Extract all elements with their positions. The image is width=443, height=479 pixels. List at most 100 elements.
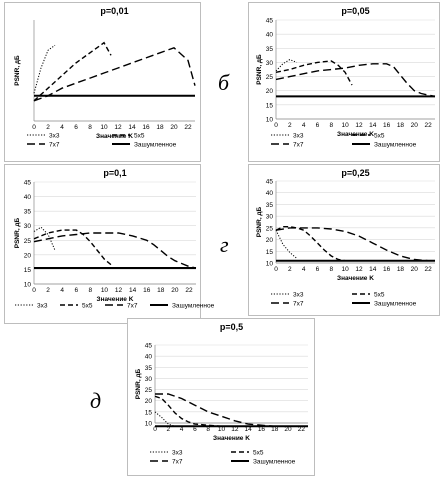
x-tick-label: 20 [411,266,419,273]
y-tick-label: 15 [266,102,274,109]
chart-title: p=0,01 [100,6,128,16]
x-tick-label: 22 [184,124,192,131]
legend-label-1: 3x3 [293,292,304,299]
chart-svg: p=0,25 10 15 20 25 30 35 40 45 0 2 4 6 8 10 12 14 16 18 20 2… [256,168,435,308]
y-tick-label: 40 [266,190,274,197]
x-tick-label: 20 [170,124,178,131]
x-tick-label: 4 [180,426,184,433]
y-tick-label: 20 [24,252,32,259]
legend-label-3: 7x7 [127,303,138,310]
x-axis-label: Значение K [213,435,250,442]
x-tick-label: 18 [397,122,405,129]
y-tick-label: 40 [266,32,274,39]
y-tick-label: 30 [266,214,274,221]
x-tick-label: 10 [342,266,350,273]
x-tick-label: 4 [60,124,64,131]
series-line-2 [33,41,112,102]
series-line-3 [33,232,197,269]
series-line-3 [275,63,436,98]
series-line-2 [33,229,112,266]
x-tick-label: 22 [298,426,306,433]
series-line-2 [275,226,352,262]
x-tick-label: 12 [355,122,363,129]
x-tick-label: 16 [143,287,151,294]
x-tick-label: 22 [424,266,432,273]
y-axis-label: PSNR, дБ [135,368,142,399]
legend-label-3: 7x7 [172,459,183,466]
x-tick-label: 18 [397,266,405,273]
y-tick-label: 35 [266,46,274,53]
legend-label-1: 3x3 [49,133,60,140]
legend-label-4: Зашумленное [253,459,296,466]
y-tick-label: 25 [145,387,153,394]
y-tick-label: 25 [266,74,274,81]
x-tick-label: 14 [128,124,136,131]
legend-label-3: 7x7 [293,142,304,149]
series-line-3 [155,393,308,428]
chart-svg: p=0,5 10 15 20 25 30 35 40 45 0 2 4 6 8 10 12 14 16 18 20 22… [135,322,308,466]
chart-svg: p=0,01 0 2 4 6 8 10 12 14 16 18 20 22 Значение K PSNR,… [14,6,196,149]
x-tick-label: 12 [355,266,363,273]
legend-label-1: 3x3 [293,133,304,140]
y-tick-label: 30 [145,376,153,383]
y-tick-label: 40 [24,194,32,201]
x-tick-label: 8 [329,266,333,273]
legend-label-4: Зашумленное [374,301,417,308]
x-tick-label: 8 [206,426,210,433]
x-axis-label: Значение K [96,133,133,140]
y-tick-label: 10 [266,261,274,268]
y-tick-label: 15 [266,249,274,256]
y-tick-label: 40 [145,354,153,361]
panel-letter-g: г [220,232,229,257]
x-tick-label: 14 [369,122,377,129]
chart-title: p=0,25 [341,168,369,178]
x-tick-label: 4 [60,287,64,294]
series-line-3 [33,47,196,102]
y-tick-label: 30 [24,223,32,230]
y-tick-label: 20 [145,398,153,405]
panel-letter-d: д [90,388,102,413]
x-tick-label: 14 [129,287,137,294]
legend-label-3: 7x7 [49,142,60,149]
x-tick-label: 20 [171,287,179,294]
x-tick-label: 6 [74,287,78,294]
chart-panel-p025: p=0,25 10 15 20 25 30 35 40 45 0 2 4 6 8 10 12 14 16 18 20 2… [248,164,440,316]
x-tick-label: 2 [46,287,50,294]
x-tick-label: 16 [383,122,391,129]
x-tick-label: 2 [288,266,292,273]
series-line-3 [275,227,435,262]
y-tick-label: 15 [24,267,32,274]
y-tick-label: 25 [266,225,274,232]
series-line-1 [154,411,176,427]
x-tick-label: 12 [115,287,123,294]
legend-label-4: Зашумленное [134,142,177,149]
legend-label-4: Зашумленное [172,303,215,310]
series-line-1 [275,59,297,72]
x-tick-label: 14 [369,266,377,273]
legend-label-2: 5x5 [253,450,264,457]
legend-label-2: 5x5 [82,303,93,310]
series-line-2 [154,395,235,428]
chart-title: p=0,05 [341,6,369,16]
chart-title: p=0,5 [220,322,243,332]
legend-label-4: Зашумленное [374,142,417,149]
y-axis-label: PSNR, дБ [256,54,263,85]
x-tick-label: 2 [166,426,170,433]
x-tick-label: 0 [32,124,36,131]
legend-label-2: 5x5 [374,133,385,140]
x-axis-label: Значение K [337,275,374,282]
y-axis-label: PSNR, дБ [256,206,263,237]
legend-label-1: 3x3 [37,303,48,310]
chart-title: p=0,1 [103,168,126,178]
y-tick-label: 25 [24,238,32,245]
y-tick-label: 10 [145,421,153,428]
x-tick-label: 8 [89,287,93,294]
x-tick-label: 16 [383,266,391,273]
y-tick-label: 10 [24,282,32,289]
x-tick-label: 16 [142,124,150,131]
y-tick-label: 35 [145,365,153,372]
y-tick-label: 15 [145,409,153,416]
y-tick-label: 20 [266,88,274,95]
y-tick-label: 45 [145,343,153,350]
y-tick-label: 10 [266,117,274,124]
